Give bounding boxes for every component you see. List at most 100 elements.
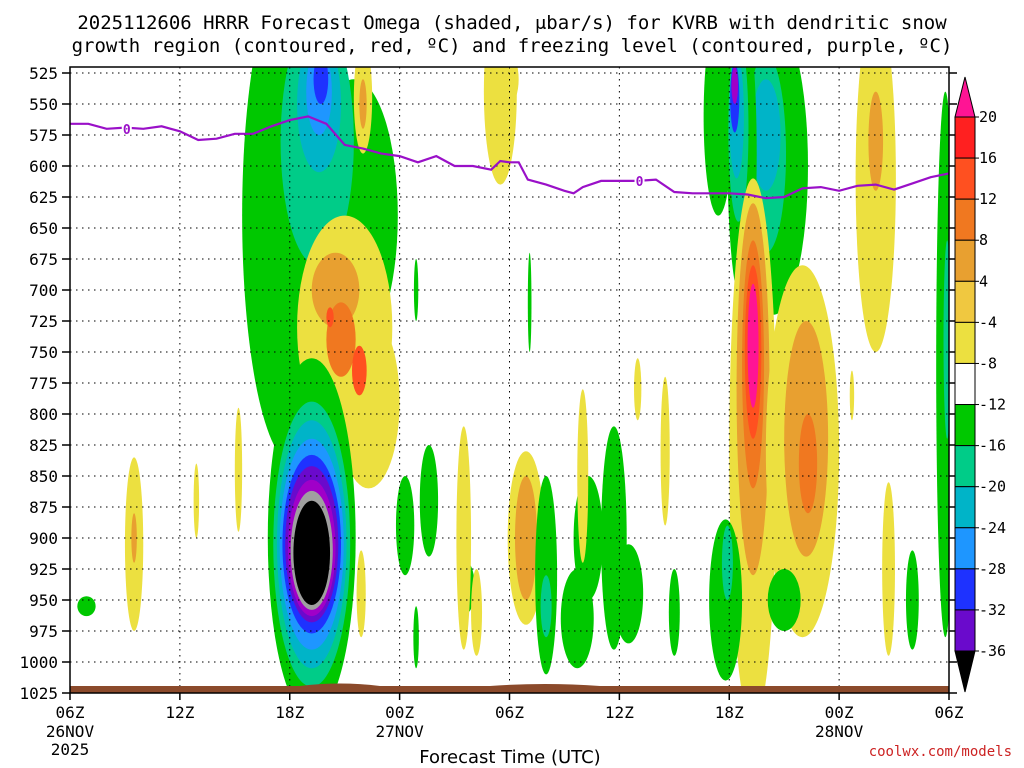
y-tick-label: 775 [29, 374, 58, 393]
colorbar-cell [954, 404, 976, 447]
y-tick-label: 600 [29, 157, 58, 176]
omega-region [413, 259, 419, 321]
omega-region [943, 240, 949, 439]
x-tick-label: 06Z [495, 703, 524, 722]
omega-region [668, 569, 680, 656]
omega-region [882, 482, 895, 656]
omega-region [395, 475, 415, 576]
y-tick-label: 950 [29, 591, 58, 610]
x-tick-label: 00Z [385, 703, 414, 722]
omega-region [514, 476, 537, 600]
omega-region [326, 307, 334, 328]
omega-region [747, 283, 759, 408]
omega-region [560, 569, 594, 669]
omega-region [905, 550, 919, 650]
omega-region [936, 91, 949, 638]
omega-region [352, 345, 367, 396]
colorbar-cell [954, 321, 976, 364]
omega-region [359, 79, 367, 129]
colorbar-cell [954, 198, 976, 241]
colorbar-label: -32 [979, 601, 1006, 619]
y-tick-label: 625 [29, 188, 58, 207]
omega-region [419, 445, 439, 557]
x-date-label: 27NOV [376, 722, 425, 741]
y-tick-label: 875 [29, 498, 58, 517]
omega-region [540, 575, 552, 638]
colorbar-label: -4 [979, 313, 997, 331]
y-tick-label: 900 [29, 529, 58, 548]
colorbar-cell [954, 527, 976, 570]
title-line-1: 2025112606 HRRR Forecast Omega (shaded, … [77, 12, 947, 34]
colorbar-cell [954, 116, 976, 159]
colorbar-cell [954, 239, 976, 282]
omega-region [471, 569, 483, 656]
colorbar-cell [954, 486, 976, 529]
omega-region [613, 544, 644, 644]
omega-region [731, 67, 739, 104]
colorbar-label: 4 [979, 272, 988, 290]
y-tick-label: 650 [29, 219, 58, 238]
omega-region [293, 500, 331, 605]
x-tick-label: 06Z [56, 703, 85, 722]
colorbar-cell [954, 609, 976, 652]
colorbar-cell [954, 362, 976, 406]
omega-region [721, 525, 733, 600]
colorbar-label: 20 [979, 108, 997, 126]
omega-region [703, 67, 733, 216]
omega-region [527, 252, 532, 352]
colorbar-label: -12 [979, 396, 1006, 414]
freezing-label-bg [634, 172, 645, 187]
colorbar-label: 8 [979, 231, 988, 249]
y-tick-label: 700 [29, 281, 58, 300]
omega-region [798, 414, 818, 514]
colorbar-label: -24 [979, 519, 1006, 537]
y-tick-label: 1000 [19, 653, 58, 672]
y-tick-label: 1025 [19, 684, 58, 703]
colorbar-label: 16 [979, 149, 997, 167]
colorbar-cell [954, 280, 976, 323]
x-date-label: 28NOV [815, 722, 864, 741]
omega-region [855, 67, 896, 352]
credit-text: coolwx.com/models [869, 744, 1012, 760]
omega-region [849, 370, 855, 421]
omega-region [313, 67, 329, 104]
y-tick-label: 675 [29, 250, 58, 269]
omega-region [326, 302, 356, 377]
omega-region [751, 79, 781, 191]
omega-region [131, 513, 137, 563]
freezing-label-bg [121, 120, 132, 135]
colorbar-label: -20 [979, 478, 1006, 496]
y-tick-label: 925 [29, 560, 58, 579]
x-tick-label: 12Z [165, 703, 194, 722]
omega-region [868, 91, 884, 191]
colorbar-label: -8 [979, 354, 997, 372]
x-tick-label: 12Z [605, 703, 634, 722]
y-tick-label: 550 [29, 95, 58, 114]
x-tick-label: 18Z [275, 703, 304, 722]
colorbar-label: 12 [979, 190, 997, 208]
omega-region [456, 426, 472, 650]
omega-region [77, 596, 96, 617]
colorbar-cell [954, 157, 976, 200]
omega-region [413, 606, 419, 669]
omega-region [634, 358, 642, 421]
x-tick-label: 06Z [935, 703, 964, 722]
ground-bump [300, 683, 600, 686]
x-tick-label: 00Z [825, 703, 854, 722]
omega-region [577, 389, 589, 563]
omega-region [709, 519, 743, 681]
y-tick-label: 800 [29, 405, 58, 424]
omega-region [193, 463, 200, 538]
colorbar-cell [954, 568, 976, 611]
colorbar-label: -16 [979, 437, 1006, 455]
y-tick-label: 525 [29, 64, 58, 83]
colorbar-label: -28 [979, 560, 1006, 578]
omega-region [660, 376, 670, 526]
y-tick-label: 725 [29, 312, 58, 331]
freezing-level-label: 0 [123, 123, 131, 138]
x-date-label: 26NOV [46, 722, 95, 741]
y-tick-label: 825 [29, 436, 58, 455]
omega-region [234, 407, 243, 532]
y-tick-label: 975 [29, 622, 58, 641]
